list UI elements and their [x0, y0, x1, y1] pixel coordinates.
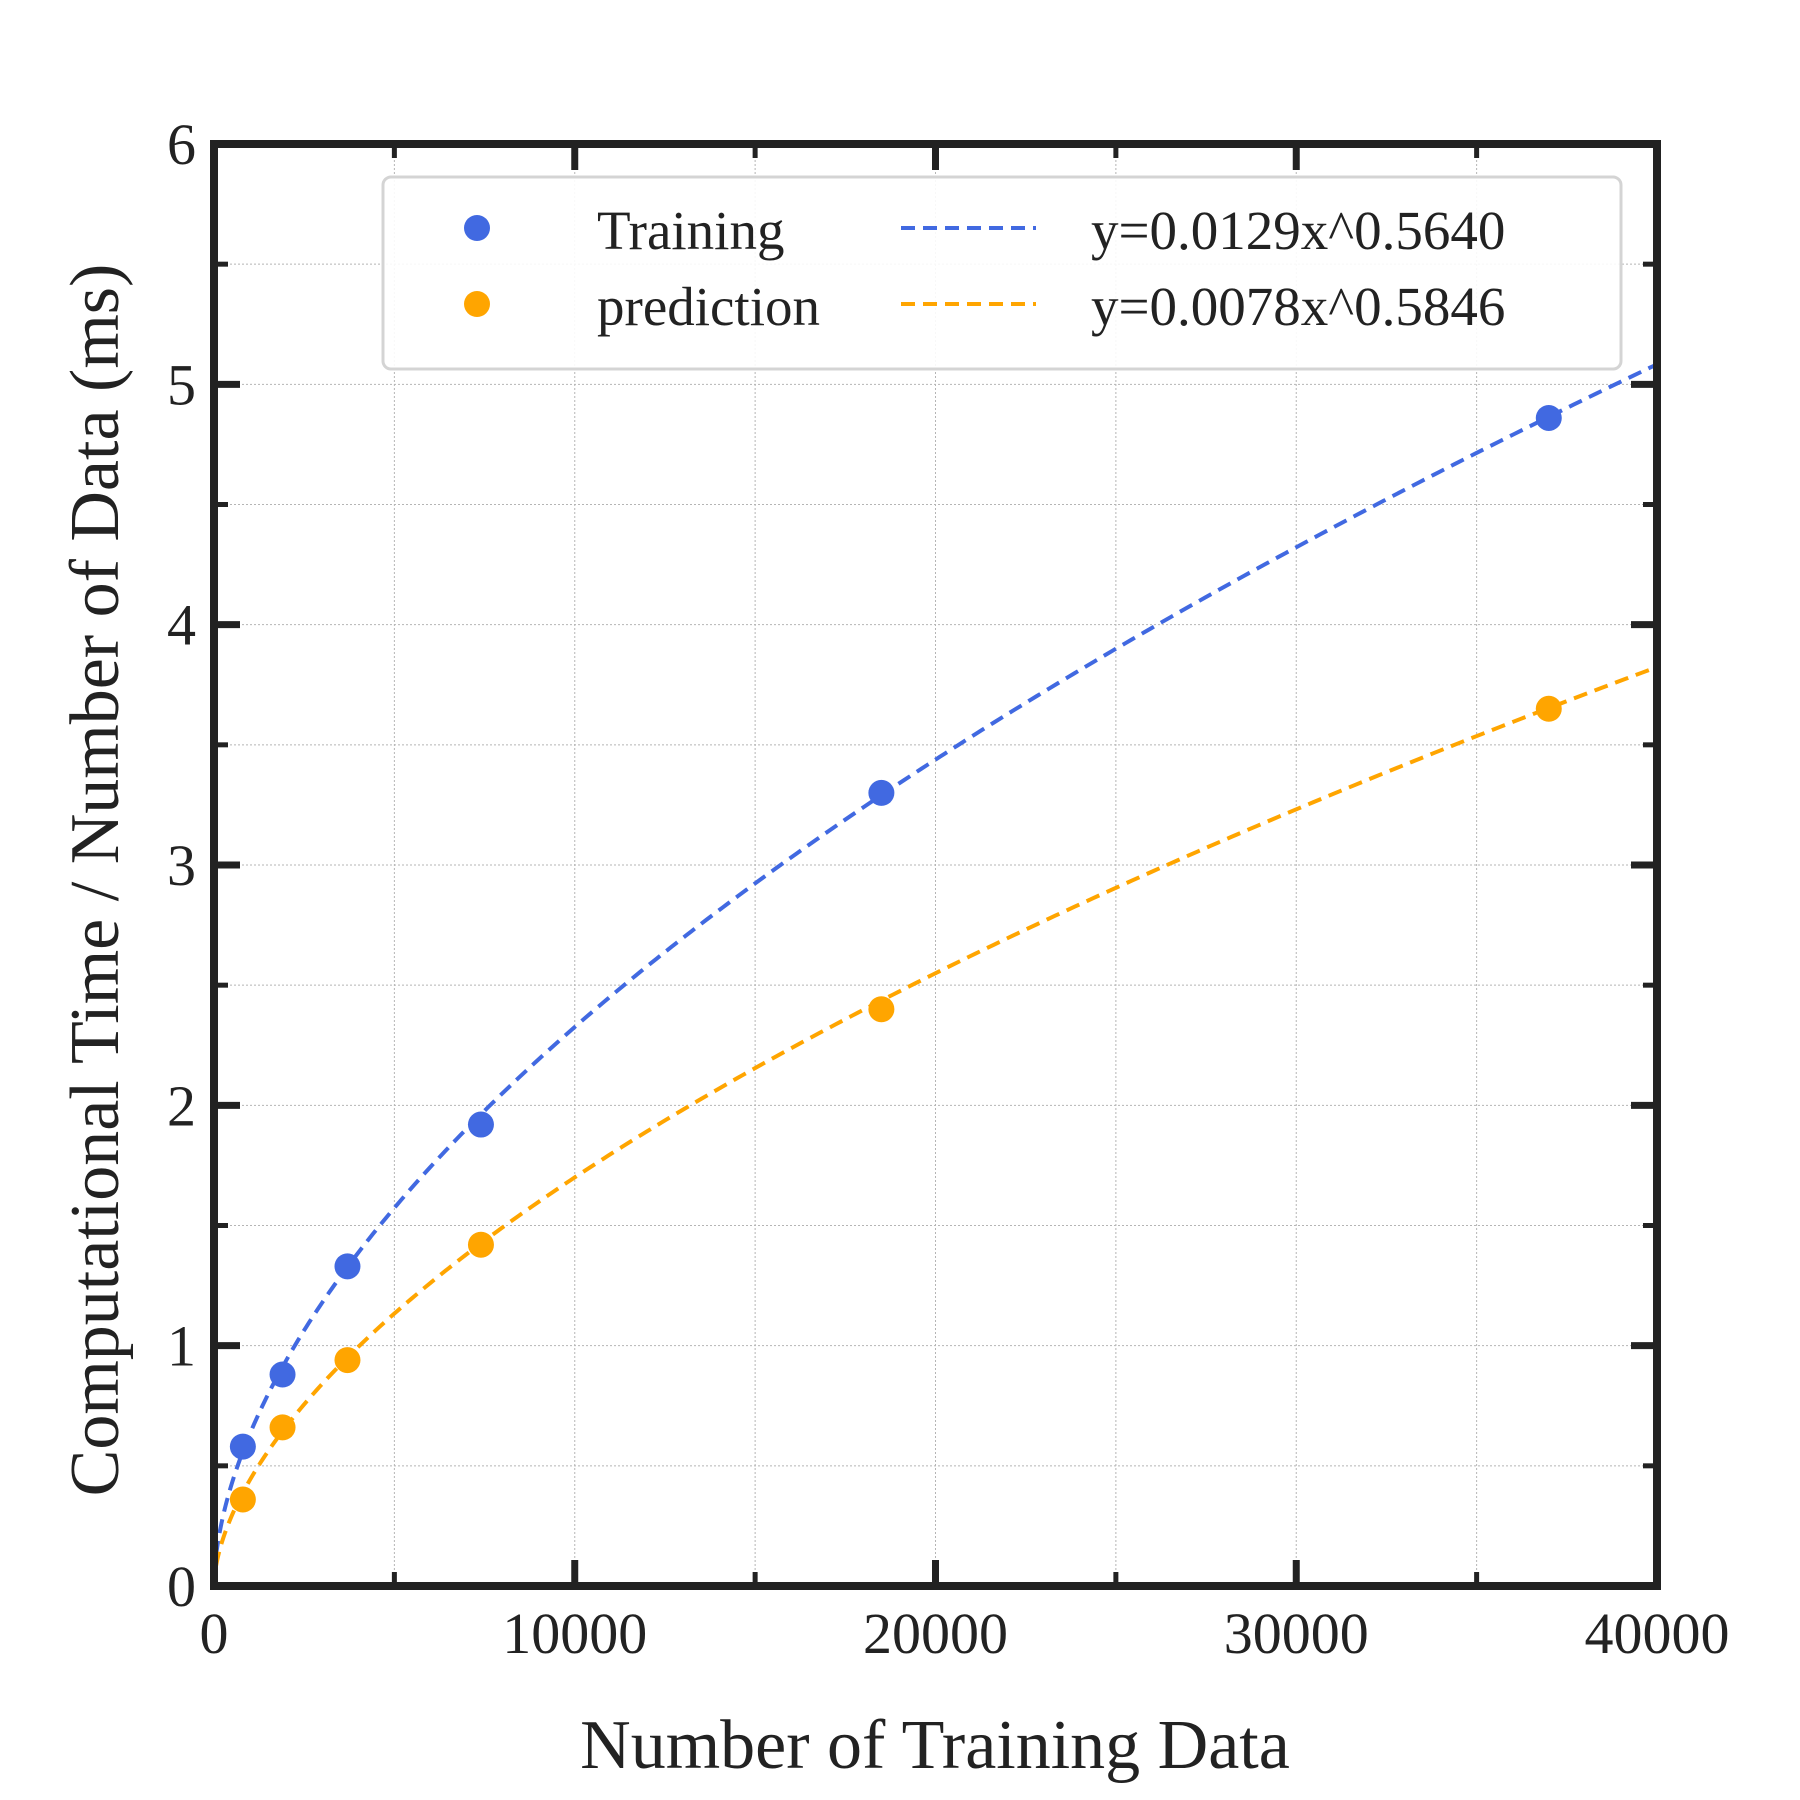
grid — [214, 144, 1657, 1586]
tick-labels: 0 10000 20000 30000 40000 0 1 2 3 4 5 6 — [167, 112, 1730, 1666]
y-tick-label: 0 — [167, 1554, 196, 1619]
legend-label-prediction: prediction — [597, 276, 820, 337]
data-point-prediction — [334, 1347, 361, 1374]
data-point-prediction — [269, 1414, 296, 1441]
legend: Training prediction y=0.0129x^0.5640 y=0… — [381, 175, 1623, 371]
x-axis-title: Number of Training Data — [580, 1707, 1290, 1784]
data-point-training — [229, 1433, 256, 1460]
y-tick-label: 5 — [167, 352, 196, 417]
data-point-prediction — [1535, 695, 1562, 722]
data-point-prediction — [229, 1486, 256, 1513]
data-points — [229, 404, 1562, 1513]
x-tick-label: 10000 — [502, 1601, 647, 1666]
x-tick-label: 30000 — [1224, 1601, 1369, 1666]
legend-label-training-fit: y=0.0129x^0.5640 — [1091, 200, 1505, 261]
y-tick-label: 3 — [167, 833, 196, 898]
x-tick-label: 20000 — [863, 1601, 1008, 1666]
x-tick-label: 40000 — [1585, 1601, 1730, 1666]
fit-lines — [214, 362, 1658, 1566]
fit-curve-0 — [214, 362, 1658, 1556]
data-point-training — [1535, 404, 1562, 431]
y-tick-label: 2 — [167, 1073, 196, 1138]
data-point-prediction — [467, 1231, 494, 1258]
y-tick-label: 4 — [167, 593, 196, 658]
y-tick-label: 6 — [167, 112, 196, 177]
data-point-training — [868, 779, 895, 806]
axis-ticks — [210, 140, 1661, 1590]
y-axis-title: Computational Time / Number of Data (ms) — [57, 264, 134, 1497]
legend-marker-prediction — [464, 291, 490, 317]
legend-label-prediction-fit: y=0.0078x^0.5846 — [1091, 276, 1505, 337]
data-point-prediction — [868, 996, 895, 1023]
legend-box — [381, 175, 1623, 371]
data-point-training — [467, 1111, 494, 1138]
y-tick-label: 1 — [167, 1314, 196, 1379]
data-point-training — [334, 1253, 361, 1280]
x-tick-label: 0 — [200, 1601, 229, 1666]
fit-curve-1 — [214, 665, 1658, 1566]
data-point-training — [269, 1361, 296, 1388]
legend-label-training: Training — [597, 200, 784, 261]
legend-marker-training — [464, 215, 490, 241]
